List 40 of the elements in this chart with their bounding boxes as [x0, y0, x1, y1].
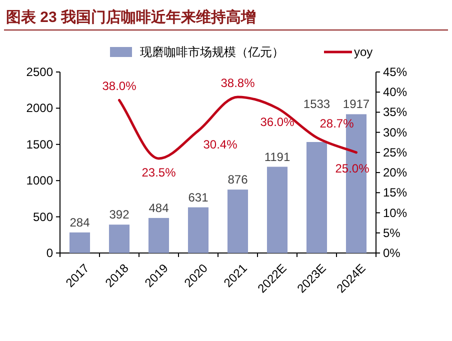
data-label: 1533: [303, 97, 330, 112]
data-label: 23.5%: [142, 165, 176, 180]
y-tick-label: 0: [46, 246, 54, 260]
y-tick-label: 1000: [26, 174, 54, 188]
data-label: 38.0%: [102, 79, 137, 94]
bar: [306, 142, 328, 253]
data-label: 484: [148, 200, 170, 215]
y2-tick-label: 35%: [383, 105, 408, 120]
y2-tick-label: 40%: [383, 85, 408, 100]
y-tick-label: 1500: [26, 137, 54, 152]
data-label: 30.4%: [203, 138, 238, 152]
data-label: 284: [70, 215, 90, 230]
y2-tick-label: 0%: [383, 246, 401, 260]
data-label: 28.7%: [320, 116, 354, 131]
y-tick-label: 2000: [26, 101, 54, 116]
bar: [108, 224, 130, 253]
y2-tick-label: 20%: [383, 166, 408, 180]
y2-tick-label: 10%: [383, 206, 408, 220]
bar: [266, 166, 288, 253]
y-tick-label: 500: [32, 210, 54, 224]
chart-title: 图表 23 我国门店咖啡近年来维持高增: [6, 8, 256, 26]
y-tick-label: 2500: [26, 65, 54, 79]
bar: [148, 218, 170, 253]
bar: [227, 190, 248, 253]
data-label: 631: [188, 190, 209, 204]
bar: [188, 207, 209, 253]
y2-tick-label: 25%: [383, 145, 408, 160]
data-label: 38.8%: [220, 76, 256, 90]
y2-tick-label: 15%: [383, 186, 408, 200]
y2-tick-label: 45%: [383, 65, 408, 79]
legend-label: yoy: [354, 45, 373, 59]
data-label: 876: [228, 172, 248, 187]
data-label: 1191: [264, 150, 290, 164]
data-label: 1917: [342, 97, 370, 112]
bar: [69, 232, 90, 253]
y2-tick-label: 5%: [383, 226, 401, 240]
legend-label: 现磨咖啡市场规模（亿元）: [140, 45, 284, 59]
y2-tick-label: 30%: [383, 125, 408, 140]
data-label: 392: [109, 208, 130, 222]
data-label: 36.0%: [260, 115, 295, 130]
